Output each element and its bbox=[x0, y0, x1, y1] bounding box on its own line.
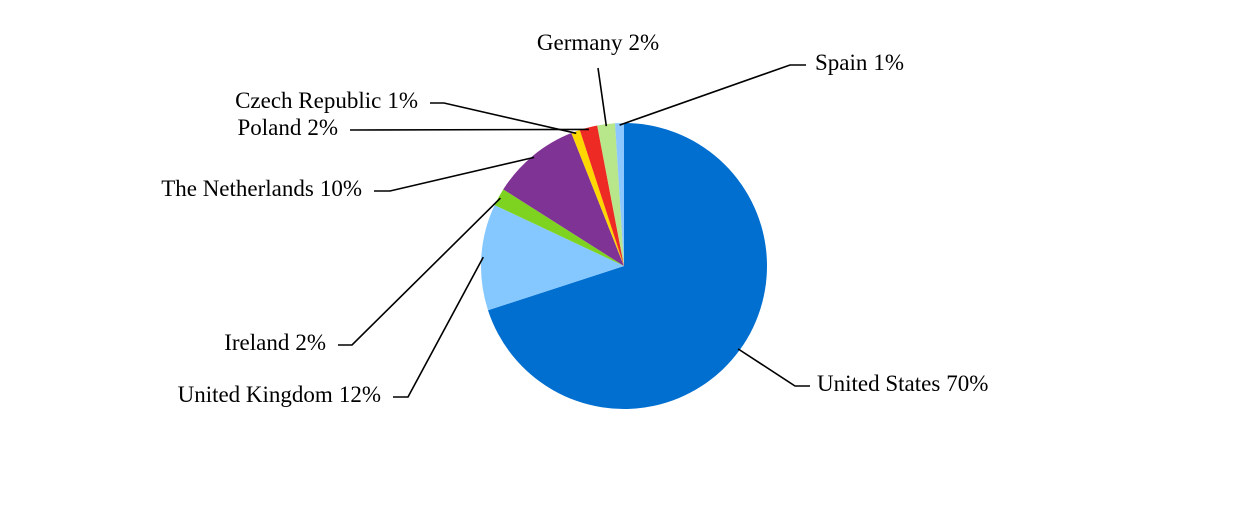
leader-line bbox=[430, 102, 577, 135]
leader-line bbox=[374, 156, 535, 192]
pie-slice bbox=[494, 189, 624, 266]
category-label: United Kingdom bbox=[178, 382, 333, 407]
data-label: Spain 1% bbox=[815, 50, 904, 75]
value-label: 10% bbox=[320, 176, 362, 201]
category-label: Germany bbox=[537, 30, 623, 55]
value-label: 2% bbox=[307, 115, 338, 140]
pie-slice bbox=[571, 129, 624, 266]
data-label: United Kingdom 12% bbox=[178, 382, 381, 407]
data-label: Czech Republic 1% bbox=[235, 88, 418, 113]
leader-line bbox=[619, 64, 806, 126]
category-label: Poland bbox=[237, 115, 301, 140]
value-label: 70% bbox=[946, 371, 988, 396]
data-label: Poland 2% bbox=[237, 115, 338, 140]
data-label: United States 70% bbox=[817, 371, 988, 396]
value-label: 1% bbox=[873, 50, 904, 75]
leader-line bbox=[597, 67, 608, 127]
data-label: Ireland 2% bbox=[224, 330, 326, 355]
pie-slice bbox=[503, 133, 624, 266]
leader-line bbox=[393, 256, 484, 398]
category-label: Spain bbox=[815, 50, 868, 75]
leader-line bbox=[349, 128, 589, 131]
category-label: United States bbox=[817, 371, 940, 396]
category-label: Ireland bbox=[224, 330, 290, 355]
pie-slice bbox=[487, 123, 767, 409]
value-label: 12% bbox=[339, 382, 381, 407]
value-label: 2% bbox=[295, 330, 326, 355]
pie-slice bbox=[579, 125, 624, 266]
category-label: The Netherlands bbox=[161, 176, 314, 201]
data-label: The Netherlands 10% bbox=[161, 176, 362, 201]
value-label: 2% bbox=[628, 30, 659, 55]
leader-line bbox=[737, 348, 810, 387]
category-label: Czech Republic bbox=[235, 88, 381, 113]
value-label: 1% bbox=[387, 88, 418, 113]
pie-slice bbox=[480, 205, 624, 311]
pie-slice bbox=[597, 123, 624, 266]
leader-line bbox=[338, 197, 502, 346]
pie-slice bbox=[615, 123, 624, 266]
data-label: Germany 2% bbox=[537, 30, 659, 55]
